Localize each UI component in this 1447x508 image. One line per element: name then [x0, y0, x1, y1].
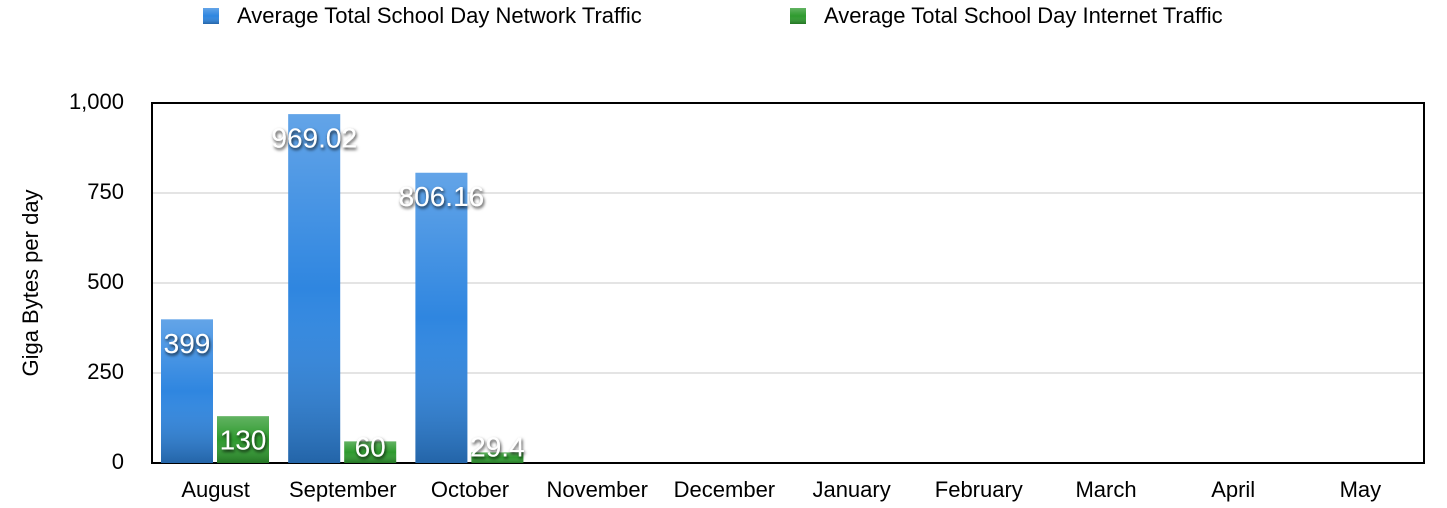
legend-label: Average Total School Day Internet Traffi…	[824, 3, 1223, 28]
data-label: 399	[164, 328, 211, 359]
y-axis-label: Giga Bytes per day	[18, 189, 43, 376]
y-tick-label: 500	[87, 269, 124, 294]
bar-shade	[471, 452, 524, 463]
bar-shade	[288, 114, 341, 463]
data-label: 806.16	[399, 181, 485, 212]
data-label: 969.02	[271, 123, 357, 154]
data-label: 29.4	[470, 431, 525, 462]
x-tick-label: May	[1340, 477, 1382, 502]
legend-label: Average Total School Day Network Traffic	[237, 3, 642, 28]
legend-swatch-shade	[203, 8, 219, 24]
bar-shade	[344, 441, 397, 463]
y-tick-label: 0	[112, 449, 124, 474]
y-tick-label: 250	[87, 359, 124, 384]
x-tick-label: March	[1075, 477, 1136, 502]
x-tick-label: February	[935, 477, 1023, 502]
data-label: 60	[355, 431, 386, 462]
legend-swatch-shade	[790, 8, 806, 24]
data-label: 130	[220, 425, 267, 456]
x-tick-label: October	[431, 477, 509, 502]
bar-shade	[415, 172, 468, 463]
bar-shade	[217, 416, 269, 463]
y-tick-label: 750	[87, 179, 124, 204]
x-tick-label: August	[181, 477, 250, 502]
x-tick-label: December	[674, 477, 775, 502]
x-tick-label: September	[289, 477, 397, 502]
bar-shade	[161, 319, 213, 463]
x-tick-label: January	[812, 477, 890, 502]
x-tick-label: April	[1211, 477, 1255, 502]
y-tick-label: 1,000	[69, 89, 124, 114]
x-tick-label: November	[546, 477, 647, 502]
plot-frame	[151, 102, 1425, 464]
